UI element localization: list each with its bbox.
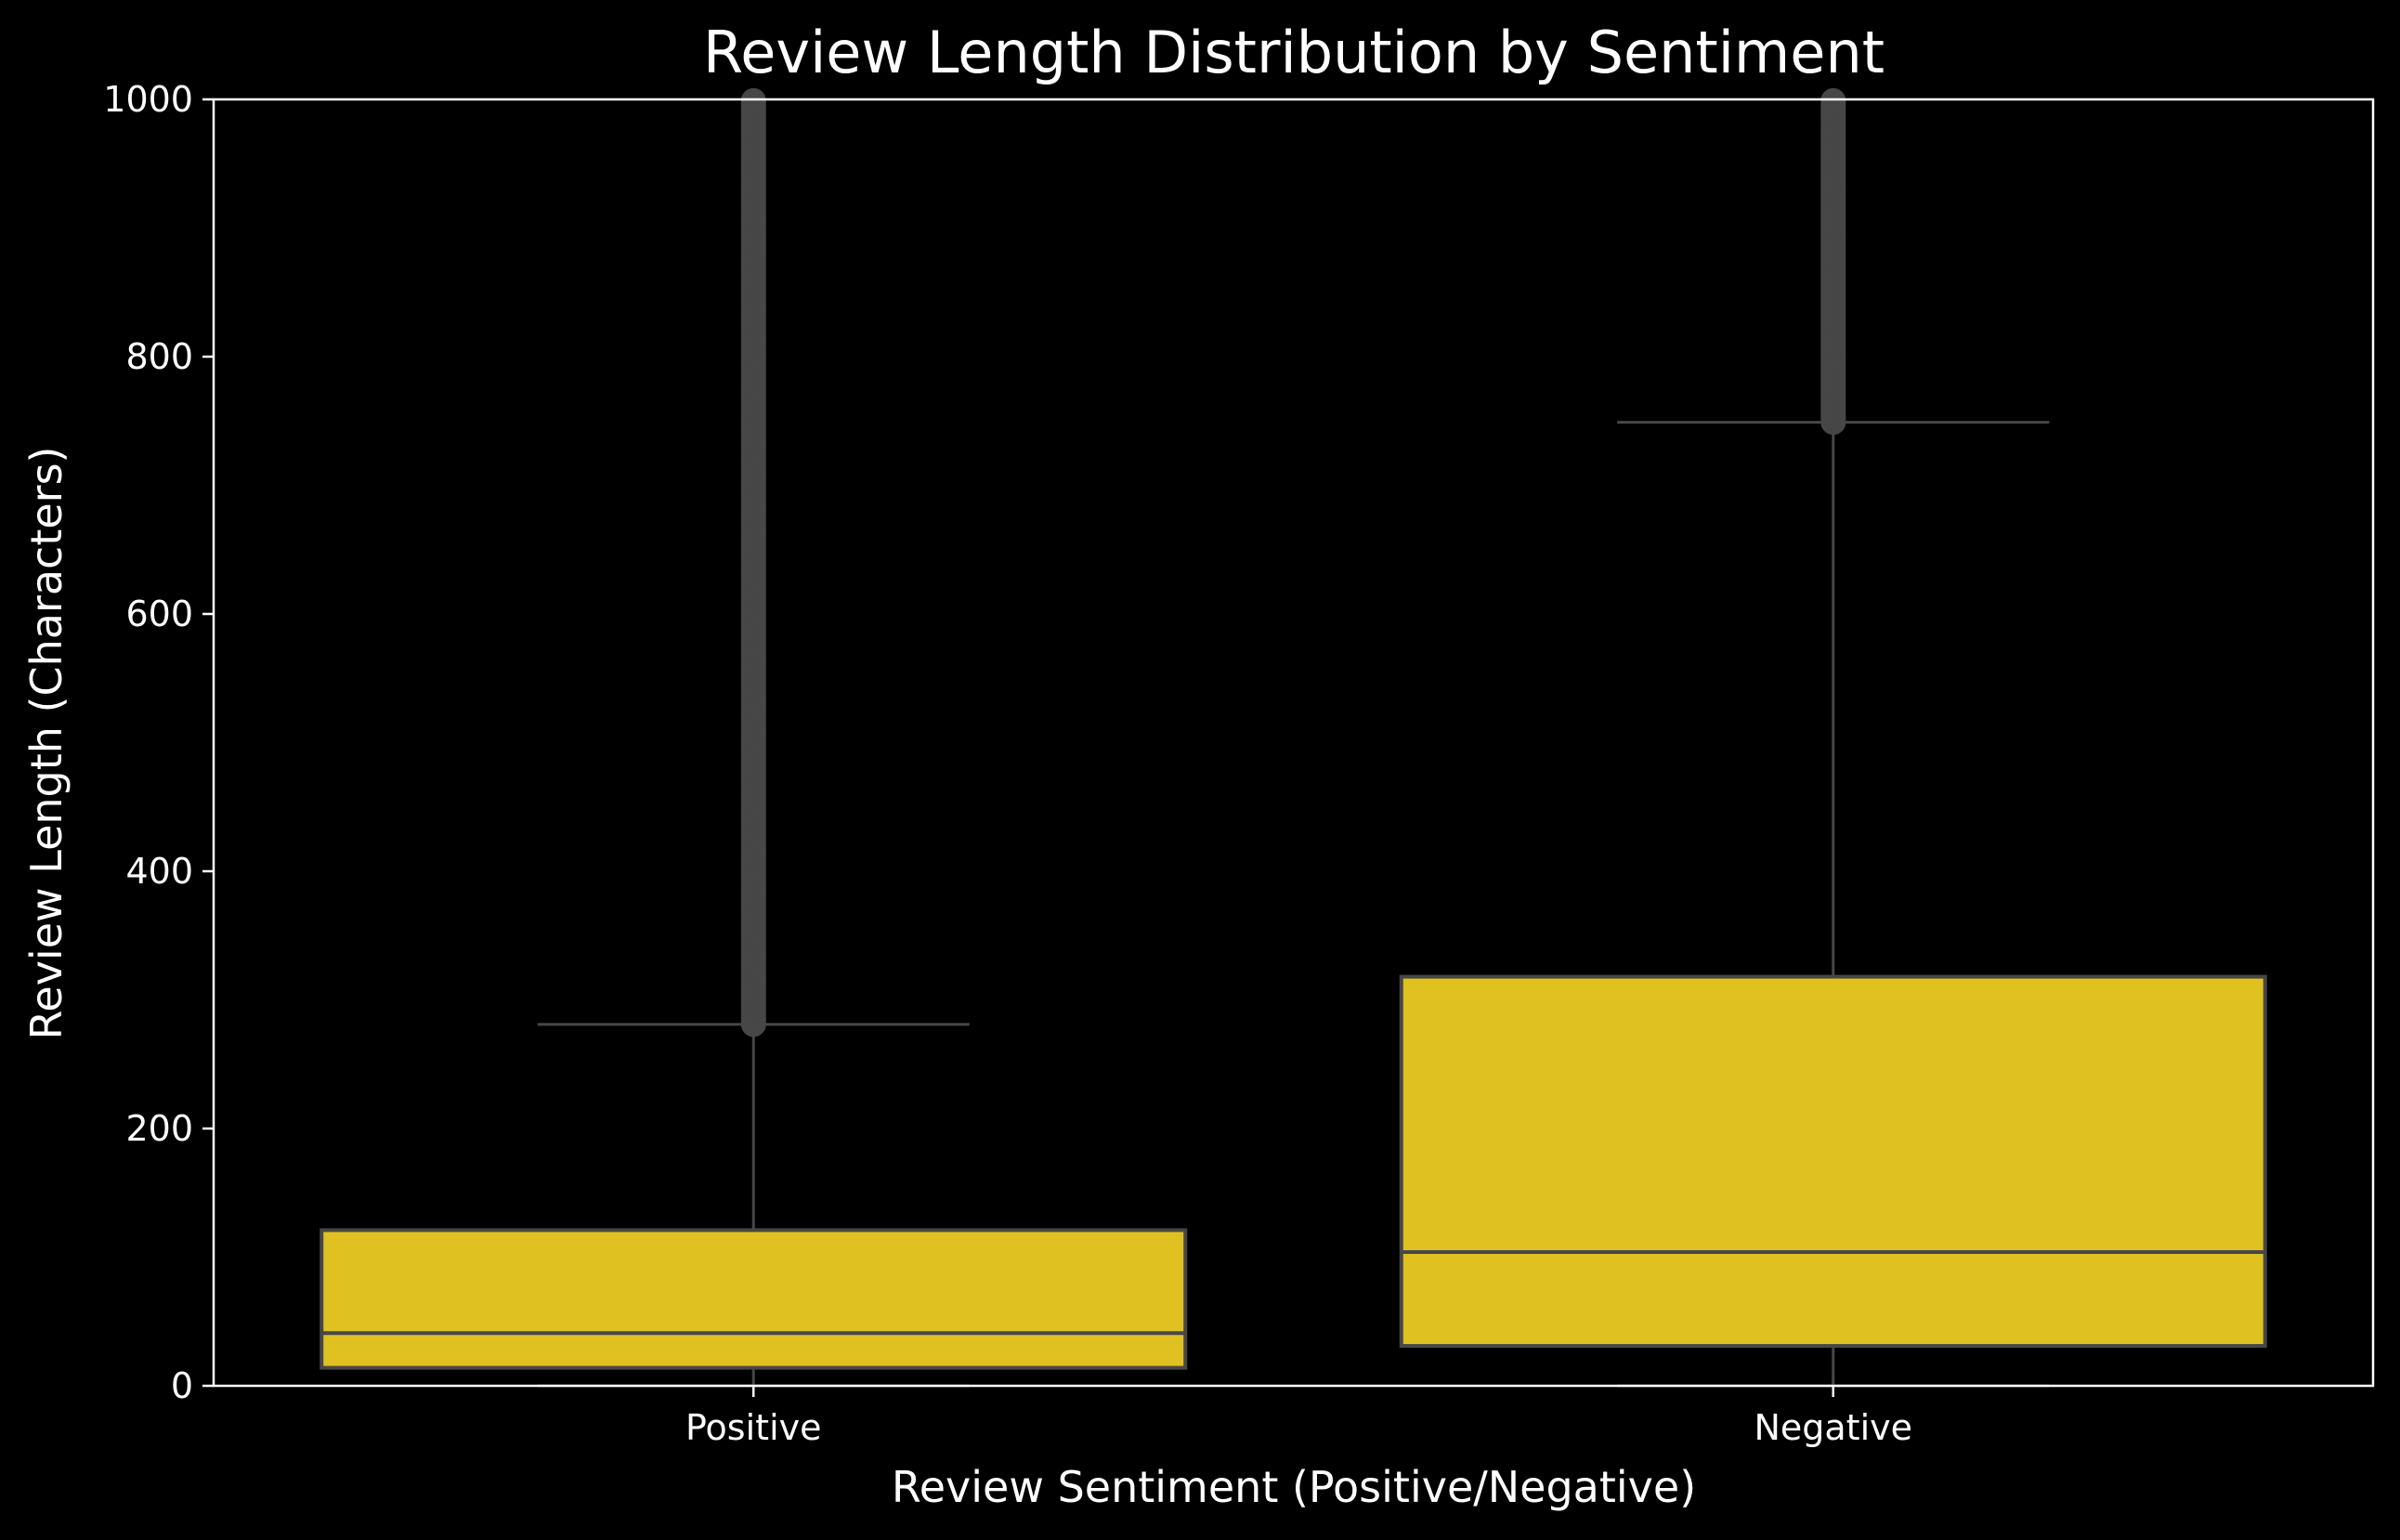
box-group-positive <box>320 87 1188 1388</box>
x-tick-label-positive: Positive <box>685 1407 822 1448</box>
y-axis: 0 200 400 600 800 1000 <box>103 79 214 1406</box>
outlier-point-positive <box>740 87 766 113</box>
iqr-box-positive <box>320 1228 1188 1370</box>
y-tick-label: 1000 <box>103 79 193 120</box>
y-tick-label: 600 <box>125 594 193 634</box>
outlier-point-negative <box>1820 87 1846 113</box>
y-tick-label: 200 <box>125 1108 193 1149</box>
x-axis: Positive Negative <box>685 1386 1912 1448</box>
y-axis-label: Review Length (Characters) <box>21 447 72 1040</box>
iqr-box-negative <box>1399 974 2267 1349</box>
y-tick-label: 0 <box>171 1365 193 1406</box>
plot-area <box>320 87 2267 1388</box>
x-axis-label: Review Sentiment (Positive/Negative) <box>892 1462 1696 1512</box>
box-group-negative <box>1399 87 2267 1388</box>
chart-title: Review Length Distribution by Sentiment <box>703 19 1885 86</box>
x-tick-label-negative: Negative <box>1754 1407 1912 1448</box>
y-tick-label: 800 <box>125 336 193 377</box>
y-tick-label: 400 <box>125 851 193 892</box>
axes-frame <box>212 98 2375 1388</box>
